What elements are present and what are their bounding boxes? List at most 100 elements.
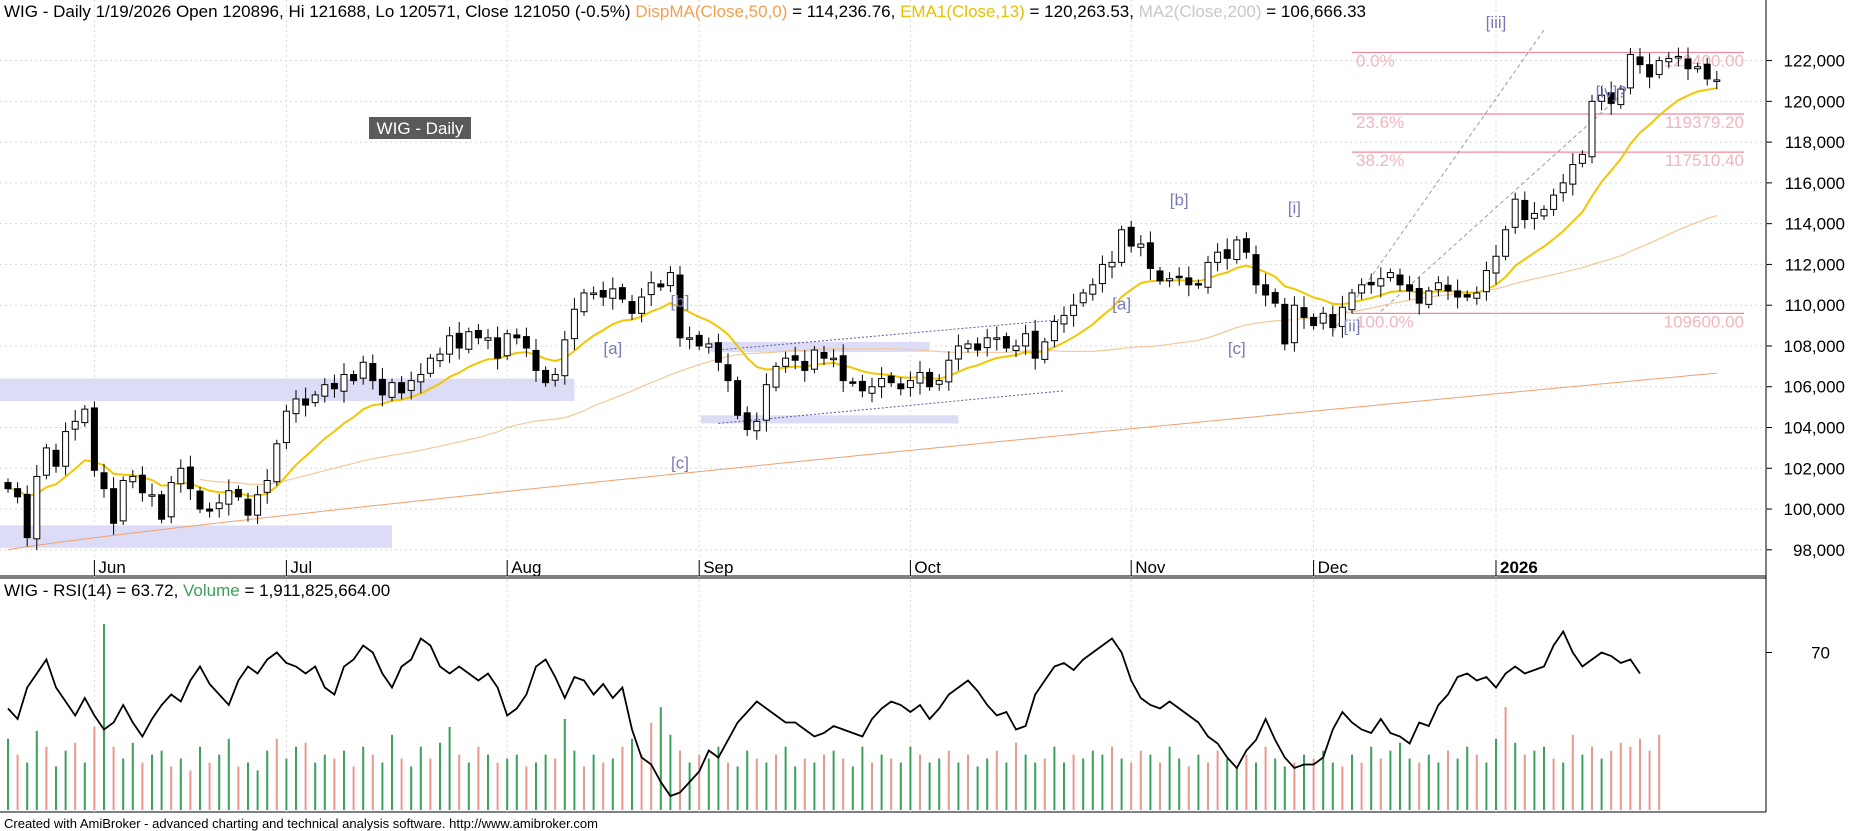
fib-price-label: 117510.40 bbox=[1665, 151, 1744, 170]
candle-body bbox=[1108, 261, 1116, 268]
candle-body bbox=[177, 467, 185, 485]
wave-label: [c] bbox=[1228, 339, 1246, 358]
candle-body bbox=[839, 355, 847, 382]
footer-credit: Created with AmiBroker - advanced charti… bbox=[4, 816, 598, 831]
wave-label: [iii] bbox=[1486, 13, 1507, 32]
candle-body bbox=[1137, 243, 1145, 248]
support-zone bbox=[0, 378, 575, 401]
candle-body bbox=[282, 410, 290, 444]
candle-body bbox=[1454, 290, 1462, 298]
candle-body bbox=[791, 355, 799, 361]
candle-body bbox=[782, 357, 790, 367]
candle-body bbox=[1588, 100, 1596, 158]
date-axis: Jun Jul Aug Sep Oct Nov Dec 2026 bbox=[93, 558, 1538, 577]
candle-body bbox=[359, 361, 367, 379]
candle-body bbox=[340, 374, 348, 392]
candle-body bbox=[897, 383, 905, 390]
y-tick-label: 102,000 bbox=[1784, 459, 1845, 478]
candle-body bbox=[1223, 249, 1231, 259]
candle-body bbox=[1214, 251, 1222, 263]
candle-body bbox=[1406, 284, 1414, 292]
candle-body bbox=[762, 384, 770, 421]
candle-body bbox=[1358, 284, 1366, 294]
candle-body bbox=[14, 488, 22, 498]
candle-body bbox=[1598, 94, 1606, 102]
candle-body bbox=[311, 394, 319, 404]
rsi-header-label: WIG - RSI(14) = 63.72, bbox=[4, 581, 183, 600]
candle-body bbox=[42, 447, 50, 476]
y-tick-label: 118,000 bbox=[1785, 133, 1845, 152]
candle-body bbox=[129, 475, 137, 483]
fibonacci-levels: 0.0% 122400.00 23.6% 119379.20 38.2% 117510.4… bbox=[1352, 51, 1744, 331]
trend-line bbox=[1332, 29, 1545, 332]
candle-body bbox=[436, 353, 444, 362]
candle-body bbox=[398, 382, 406, 394]
candle-body bbox=[993, 337, 1001, 340]
candle-body bbox=[1444, 284, 1452, 292]
candle-body bbox=[1703, 63, 1711, 80]
candle-body bbox=[1463, 294, 1471, 298]
candle-body bbox=[1684, 58, 1692, 70]
candle-body bbox=[561, 339, 569, 377]
candle-body bbox=[1185, 277, 1193, 286]
candle-body bbox=[686, 337, 694, 340]
candle-body bbox=[676, 274, 684, 339]
y-tick-label: 114,000 bbox=[1785, 215, 1845, 234]
x-tick-label: 2026 bbox=[1500, 558, 1538, 577]
candle-body bbox=[1319, 312, 1327, 324]
trend-line bbox=[718, 318, 1065, 351]
candle-body bbox=[138, 474, 146, 494]
candle-body bbox=[1559, 182, 1567, 194]
rsi-axis: 70 bbox=[1766, 644, 1830, 663]
candle-body bbox=[1050, 321, 1058, 342]
header-ema-label: EMA1(Close,13) bbox=[900, 2, 1025, 21]
candle-body bbox=[484, 337, 492, 341]
candle-body bbox=[926, 371, 934, 388]
support-zone bbox=[710, 341, 930, 353]
candle-body bbox=[830, 357, 838, 361]
candle-body bbox=[1262, 284, 1270, 296]
candle-body bbox=[1060, 314, 1068, 325]
candle-body bbox=[983, 337, 991, 349]
wave-label: [a] bbox=[1112, 294, 1131, 313]
candle-body bbox=[465, 331, 473, 350]
candle-body bbox=[378, 378, 386, 396]
wave-label: [ii] bbox=[1344, 317, 1361, 336]
candle-body bbox=[935, 380, 943, 385]
candle-body bbox=[1281, 303, 1289, 345]
candle-body bbox=[599, 290, 607, 298]
candle-body bbox=[206, 508, 214, 512]
candle-body bbox=[801, 360, 809, 371]
candle-body bbox=[906, 380, 914, 389]
candle-body bbox=[1233, 239, 1241, 261]
candle-body bbox=[590, 292, 598, 295]
candle-body bbox=[417, 374, 425, 383]
header-dispma-label: DispMA(Close,50,0) bbox=[635, 2, 787, 21]
candle-body bbox=[407, 380, 415, 391]
candle-body bbox=[1031, 330, 1039, 359]
candle-body bbox=[446, 335, 454, 355]
wave-label: [b] bbox=[1170, 190, 1189, 209]
candle-body bbox=[494, 337, 502, 359]
candle-body bbox=[158, 494, 166, 520]
rsi-header: WIG - RSI(14) = 63.72, Volume = 1,911,82… bbox=[4, 581, 390, 600]
y-tick-label: 98,000 bbox=[1793, 541, 1845, 560]
x-tick-label: Sep bbox=[703, 558, 733, 577]
candle-body bbox=[1578, 153, 1586, 164]
candle-body bbox=[1694, 66, 1702, 70]
candle-body bbox=[666, 272, 674, 287]
y-tick-label: 104,000 bbox=[1784, 419, 1845, 438]
candle-body bbox=[1367, 281, 1375, 286]
candle-body bbox=[1194, 283, 1202, 286]
candle-body bbox=[1204, 261, 1212, 288]
candle-body bbox=[321, 384, 329, 397]
candle-body bbox=[4, 482, 12, 490]
candle-body bbox=[33, 475, 41, 540]
candle-body bbox=[71, 420, 79, 430]
candle-body bbox=[62, 431, 70, 467]
candle-body bbox=[570, 308, 578, 340]
candle-body bbox=[1022, 333, 1030, 347]
candle-body bbox=[1118, 229, 1126, 263]
candle-body bbox=[1569, 164, 1577, 185]
